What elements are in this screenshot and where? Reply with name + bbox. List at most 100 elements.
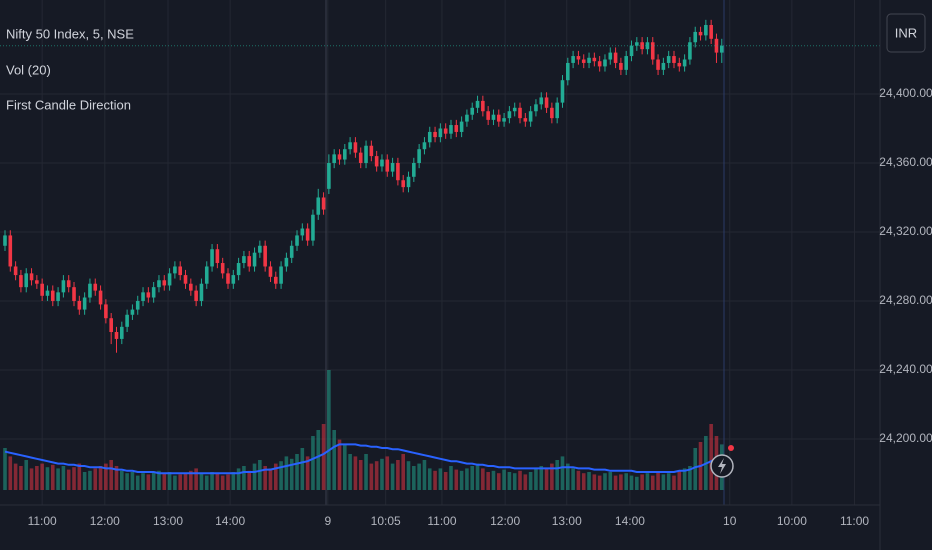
candle-body [173, 266, 177, 274]
candle-body [438, 128, 443, 138]
candle-body [358, 152, 363, 163]
volume-bar [443, 472, 448, 490]
candle-body [576, 56, 581, 60]
indicator-label: Vol (20) [6, 62, 51, 77]
volume-bar [252, 463, 257, 490]
candle-body [204, 266, 209, 284]
candle-body [709, 25, 713, 39]
volume-bar [284, 456, 289, 490]
volume-bar [29, 468, 34, 490]
volume-bar [507, 472, 512, 490]
volume-bar [93, 468, 98, 490]
volume-bar [173, 475, 177, 490]
volume-bar [470, 466, 475, 490]
volume-bar [125, 473, 129, 490]
candle-body [364, 145, 368, 163]
volume-bar [183, 473, 188, 490]
candle-body [231, 275, 236, 284]
volume-bar [236, 468, 241, 490]
candle-body [45, 290, 50, 296]
candle-body [406, 176, 411, 188]
volume-bar [682, 468, 687, 490]
candle-body [263, 245, 267, 267]
candle-body [502, 118, 506, 122]
candle-body [109, 318, 113, 333]
volume-bar [581, 473, 586, 490]
candle-body [236, 263, 241, 276]
volume-bar [693, 448, 698, 490]
volume-bar [332, 430, 336, 490]
x-tick-label: 11:00 [840, 514, 869, 528]
candle-body [512, 107, 517, 112]
candle-body [704, 25, 708, 36]
candle-body [88, 283, 92, 298]
volume-bar [178, 474, 183, 490]
candle-body [56, 292, 60, 301]
volume-bar [358, 460, 363, 490]
volume-bar [120, 470, 124, 490]
candle-body [242, 256, 246, 264]
volume-bar [109, 460, 113, 490]
candle-body [35, 280, 39, 284]
candle-body [130, 309, 135, 315]
candle-body [343, 149, 347, 160]
volume-bar [465, 468, 469, 490]
candle-body [427, 131, 432, 143]
volume-bar [640, 474, 644, 490]
currency-button[interactable] [886, 13, 926, 53]
candle-body [321, 197, 326, 210]
candle-body [3, 235, 7, 246]
candle-body [481, 100, 485, 112]
candle-body [210, 249, 214, 267]
volume-bar [576, 470, 581, 490]
candle-body [449, 125, 453, 134]
volume-bar [130, 472, 135, 490]
candle-body [523, 118, 528, 122]
volume-bar [364, 454, 368, 490]
candle-body [603, 59, 607, 67]
volume-bar [385, 456, 390, 490]
candle-body [550, 107, 554, 119]
candle-body [470, 107, 475, 115]
candle-body [571, 56, 575, 63]
candle-body [135, 300, 140, 310]
volume-bar [157, 470, 161, 490]
candle-body [661, 62, 666, 70]
candle-body [337, 154, 342, 160]
candle-body [380, 159, 384, 167]
candle-body [555, 102, 559, 119]
y-tick-label: 24,200.00 [879, 431, 932, 445]
alert-icon[interactable] [710, 445, 734, 478]
volume-bar [45, 467, 50, 490]
x-tick-label: 12:00 [490, 514, 520, 528]
candle-body [120, 326, 124, 339]
candle-body [672, 56, 676, 63]
candle-body [24, 273, 29, 288]
candle-body [560, 80, 565, 103]
candle-body [194, 290, 198, 301]
candle-body [93, 283, 98, 291]
candle-body [396, 162, 400, 181]
candle-body [475, 100, 480, 108]
candle-body [422, 142, 427, 150]
candle-body [619, 62, 623, 70]
volume-bar [104, 463, 108, 490]
candle-body [151, 287, 156, 298]
candle-body [412, 162, 416, 177]
x-tick-label: 14:00 [215, 514, 245, 528]
x-tick-label: 11:00 [28, 514, 57, 528]
volume-bar [24, 460, 29, 490]
volume-bar [343, 444, 347, 490]
candle-body [29, 273, 34, 281]
volume-bar [645, 473, 650, 490]
candle-body [189, 283, 193, 291]
candle-body [597, 61, 602, 67]
y-tick-label: 24,400.00 [879, 86, 932, 100]
volume-bar [496, 473, 501, 490]
volume-bar [566, 463, 570, 490]
volume-bar [412, 466, 416, 490]
x-tick-label: 10 [723, 514, 737, 528]
candle-body [507, 111, 512, 119]
